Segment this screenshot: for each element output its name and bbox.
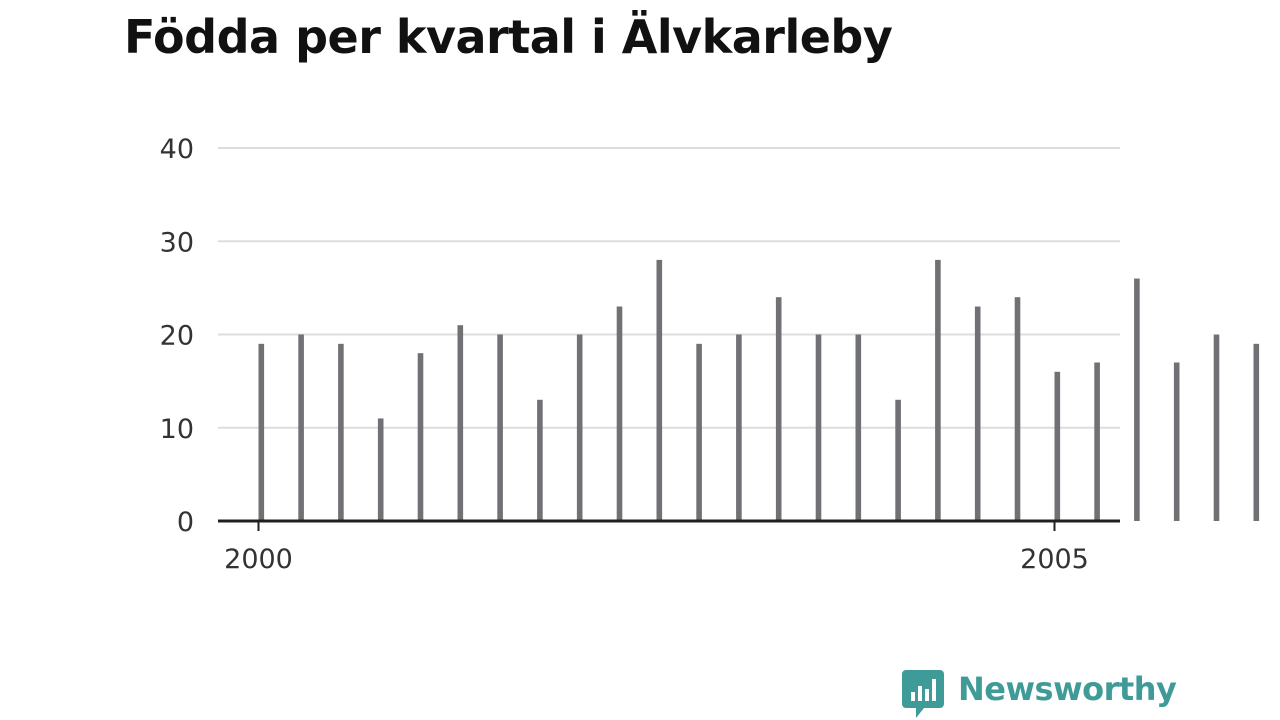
bars [258,259,1260,521]
brand-logo: Newsworthy [902,670,1177,720]
bar [377,418,384,521]
bar [1173,362,1180,521]
chart-title: Födda per kvartal i Älvkarleby [124,10,893,64]
bar [974,306,981,521]
brand-name: Newsworthy [958,670,1177,708]
y-tick-label-30: 30 [160,227,194,258]
bar [1213,334,1220,521]
bar [696,343,702,521]
bar [298,334,304,521]
bar [576,334,583,521]
bar [497,334,503,521]
y-tick-labels: 0 10 20 30 40 [160,134,194,538]
y-tick-label-0: 0 [177,507,194,538]
bar [258,343,265,521]
bar [1094,362,1100,521]
x-axis [218,519,1120,531]
bar [338,343,344,521]
bar [1253,343,1260,521]
gridlines [218,147,1120,429]
bar [736,334,742,521]
bar [935,259,941,521]
bar [1134,278,1140,521]
bar [775,297,782,521]
x-tick-labels: 200020052010201520202025 [224,544,1089,575]
bar [537,399,543,521]
bar [417,353,424,521]
newsworthy-logo-icon [902,670,944,718]
x-tick-label-2000: 2000 [224,544,293,575]
bar [1014,297,1021,521]
bar [616,306,623,521]
bar [815,334,822,521]
bar [656,259,663,521]
y-tick-label-40: 40 [160,134,194,165]
y-tick-label-20: 20 [160,321,194,352]
bar [457,325,464,521]
bar [1054,371,1061,521]
bar [855,334,862,521]
bar [895,399,901,521]
y-tick-label-10: 10 [160,414,194,445]
x-tick-label-2005: 2005 [1020,544,1089,575]
